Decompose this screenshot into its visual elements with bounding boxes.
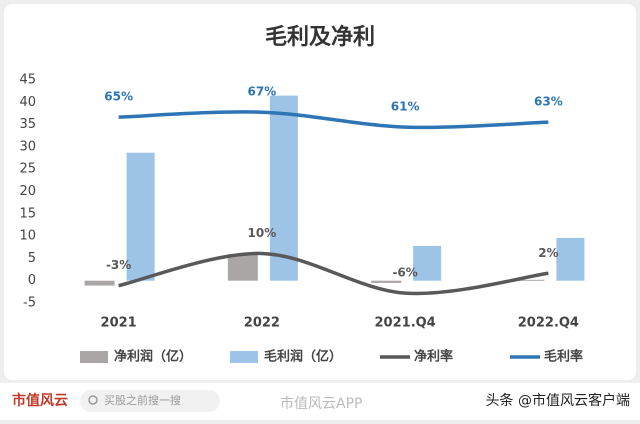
y-tick-label: 40 — [19, 95, 36, 110]
footer-account: 头条 @市值风云客户端 — [486, 392, 630, 409]
y-tick-label: 15 — [19, 206, 36, 221]
footer-watermark: 市值风云APP — [280, 395, 362, 412]
data-label: -6% — [392, 266, 417, 280]
line — [118, 251, 549, 296]
x-tick-label: 2021 — [101, 316, 137, 331]
bar — [371, 280, 402, 283]
bar — [514, 279, 545, 281]
bar — [556, 237, 585, 281]
y-tick-label: 20 — [19, 184, 36, 199]
search-placeholder[interactable]: 买股之前搜一搜 — [104, 393, 181, 407]
legend-swatch — [230, 351, 258, 363]
data-label: 63% — [534, 95, 563, 109]
bar — [413, 245, 442, 281]
x-tick-label: 2022 — [244, 316, 280, 331]
search-box[interactable] — [80, 390, 220, 412]
bar — [269, 95, 298, 281]
legend-label: 净利率 — [414, 349, 453, 365]
legend-label: 毛利率 — [544, 349, 583, 365]
data-label: -3% — [106, 258, 131, 272]
bar — [227, 253, 258, 281]
y-tick-label: 25 — [19, 162, 36, 177]
x-tick-label: 2021.Q4 — [375, 316, 436, 331]
y-tick-label: 35 — [19, 117, 36, 132]
bar — [84, 280, 115, 286]
line — [118, 110, 549, 130]
y-tick-label: 5 — [28, 251, 36, 266]
data-label: 2% — [538, 246, 558, 260]
bar — [126, 152, 155, 281]
y-tick-label: 45 — [19, 73, 36, 88]
search-icon — [88, 395, 98, 405]
x-tick-label: 2022.Q4 — [518, 316, 579, 331]
legend-swatch — [80, 351, 108, 363]
footer-logo: 市值风云 — [12, 392, 68, 409]
data-label: 61% — [391, 100, 420, 114]
data-label: 10% — [248, 226, 277, 240]
data-label: 65% — [104, 90, 133, 104]
y-tick-label: 30 — [19, 139, 36, 154]
legend-label: 净利润（亿） — [114, 349, 192, 365]
legend-label: 毛利润（亿） — [264, 349, 342, 365]
data-label: 67% — [248, 85, 277, 99]
y-tick-label: -5 — [23, 296, 36, 311]
y-tick-label: 0 — [28, 273, 36, 288]
y-tick-label: 10 — [19, 229, 36, 244]
chart-title: 毛利及净利 — [265, 24, 375, 50]
